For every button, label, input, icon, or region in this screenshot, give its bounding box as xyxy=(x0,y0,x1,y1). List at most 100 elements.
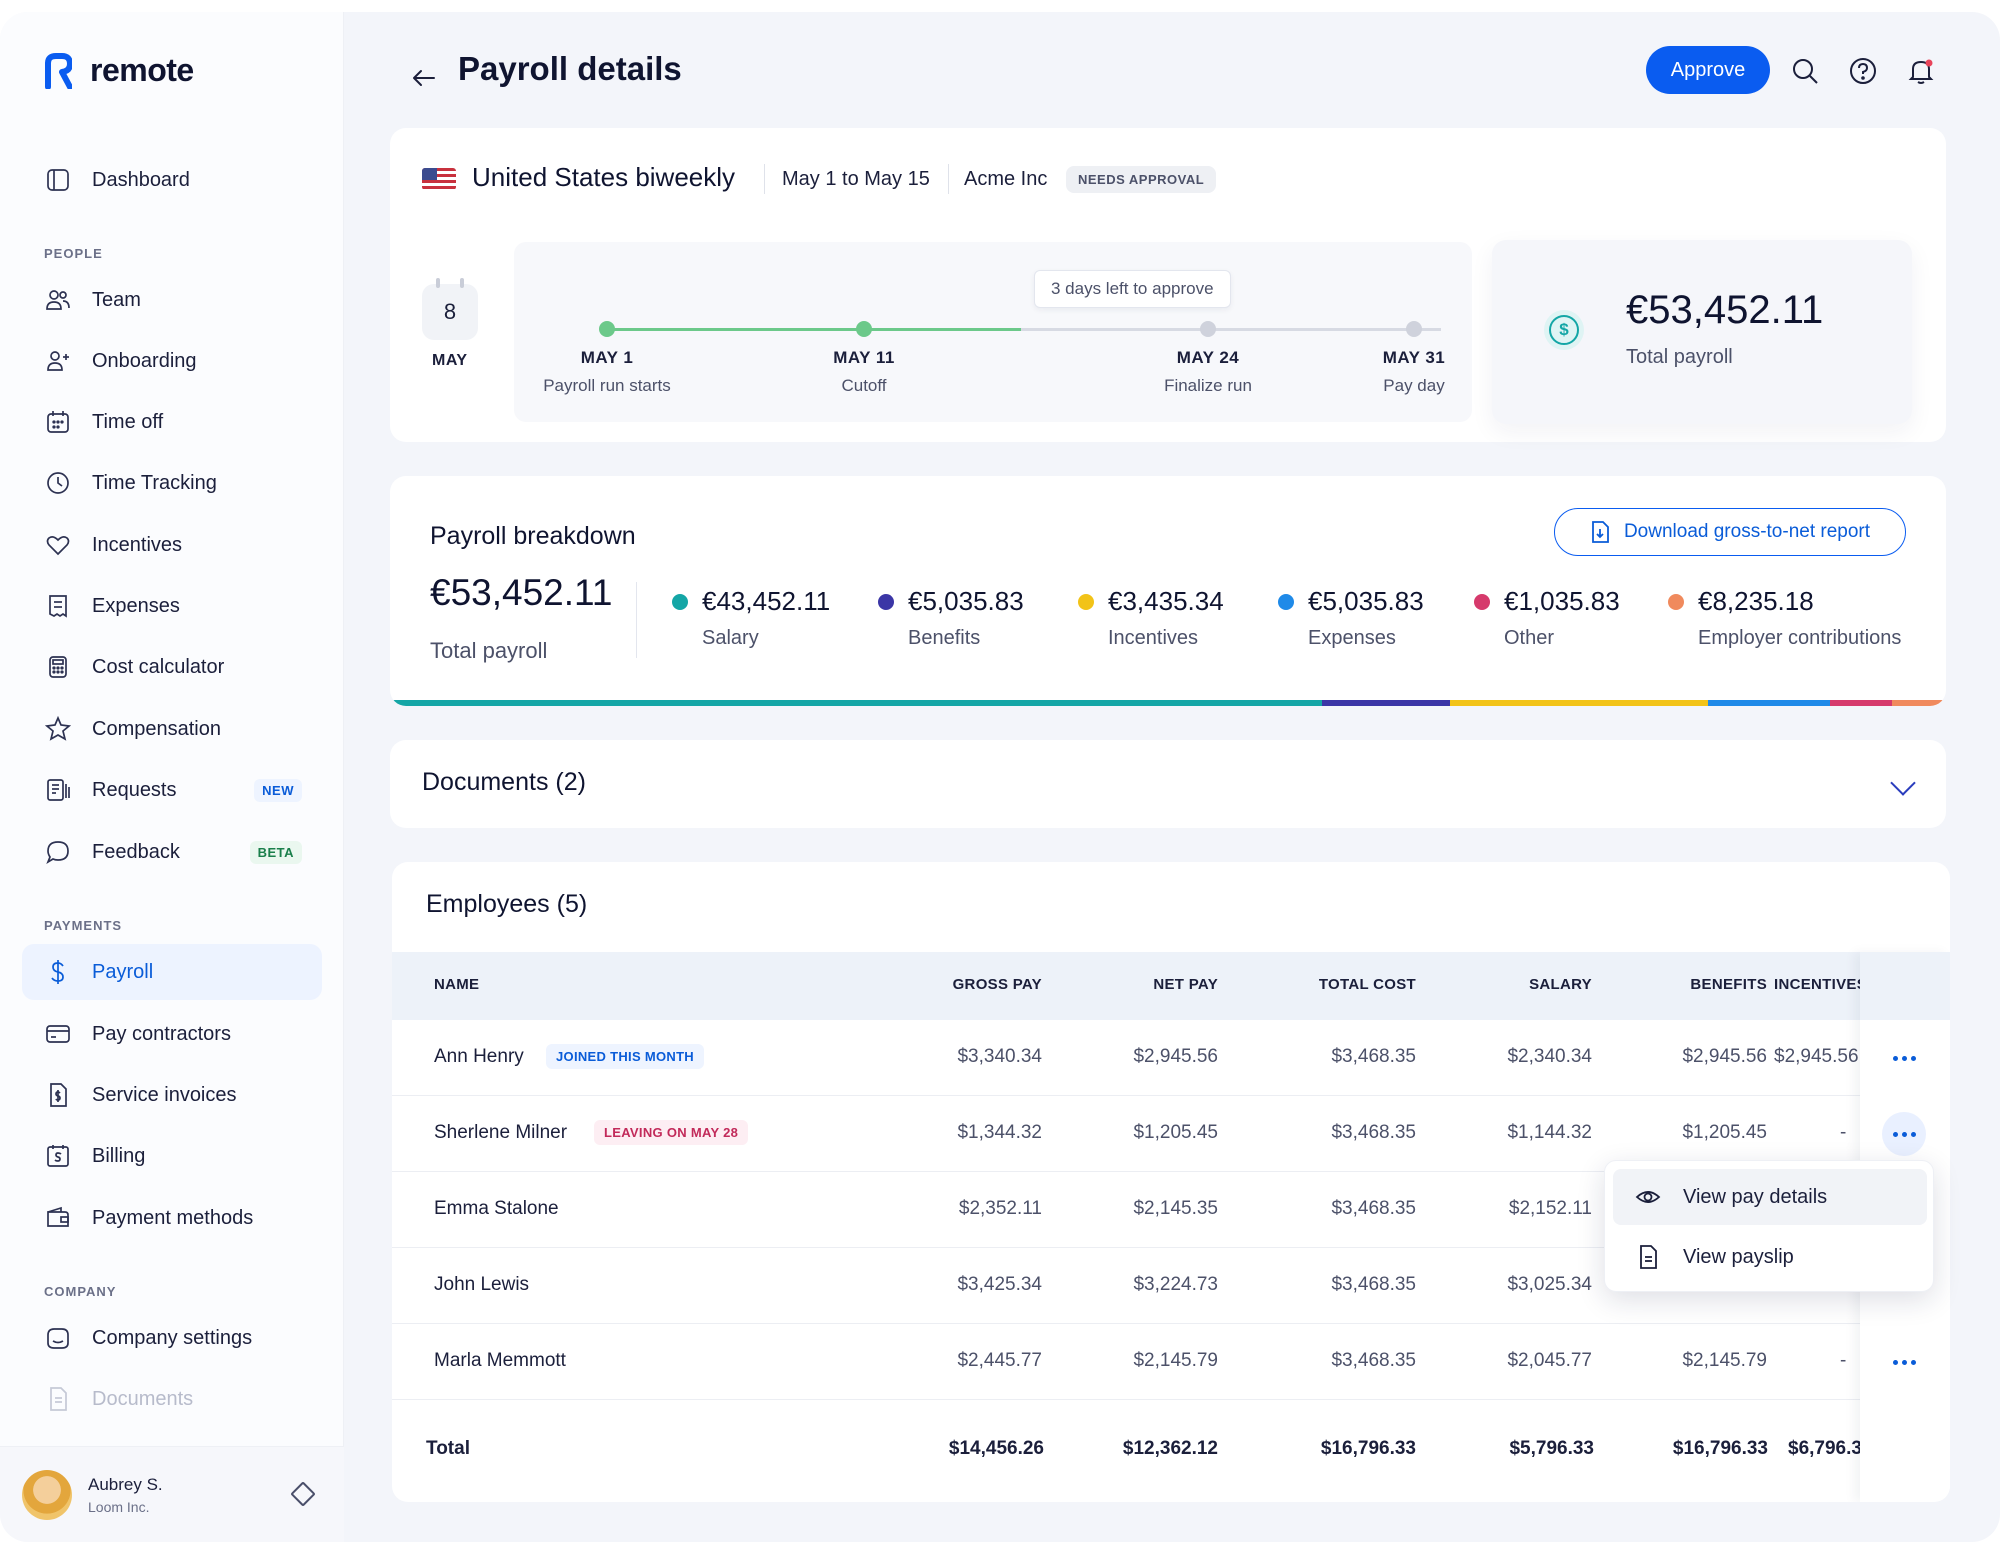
sidebar-item-compensation[interactable]: Compensation xyxy=(22,701,322,757)
milestone-label: MAY 31 Pay day xyxy=(1314,348,1514,396)
column-benefits[interactable]: BENEFITS xyxy=(1690,976,1767,993)
table-row[interactable]: Emma Stalone $2,352.11 $2,145.35 $3,468.… xyxy=(392,1172,1950,1248)
sidebar-item-pay-contractors[interactable]: Pay contractors xyxy=(22,1006,322,1062)
breakdown-item-expenses: €5,035.83 Expenses xyxy=(1278,586,1424,650)
sidebar-item-time-tracking[interactable]: Time Tracking xyxy=(22,455,322,511)
sidebar-item-company-settings[interactable]: Company settings xyxy=(22,1310,322,1366)
sidebar-item-payment-methods[interactable]: Payment methods xyxy=(22,1190,322,1246)
total-net-pay: $12,362.12 xyxy=(1122,1438,1218,1459)
column-total-cost[interactable]: TOTAL COST xyxy=(1318,976,1416,993)
section-people: PEOPLE xyxy=(44,246,103,261)
employee-name[interactable]: Marla Memmott xyxy=(434,1350,566,1371)
sidebar-item-team[interactable]: Team xyxy=(22,272,322,328)
total-gross-pay: $14,456.26 xyxy=(948,1438,1044,1459)
table-row[interactable]: Sherlene Milner LEAVING ON MAY 28 $1,344… xyxy=(392,1096,1950,1172)
menu-item-view-payslip[interactable]: View payslip xyxy=(1613,1229,1927,1285)
milestone-label: MAY 11 Cutoff xyxy=(764,348,964,396)
sidebar-item-expenses[interactable]: Expenses xyxy=(22,578,322,634)
documents-accordion[interactable]: Documents (2) xyxy=(390,740,1946,828)
breakdown-item-incentives: €3,435.34 Incentives xyxy=(1078,586,1224,650)
net-pay: $3,224.73 xyxy=(1133,1274,1218,1295)
sidebar-item-feedback[interactable]: Feedback BETA xyxy=(22,824,322,880)
divider xyxy=(764,164,765,194)
breakdown-bar xyxy=(390,700,1946,706)
menu-item-label: View payslip xyxy=(1683,1245,1794,1268)
breakdown-item-other: €1,035.83 Other xyxy=(1474,586,1620,650)
column-incentives[interactable]: INCENTIVES xyxy=(1774,976,1868,993)
employee-name[interactable]: Sherlene Milner xyxy=(434,1122,568,1143)
milestone-dot xyxy=(1200,321,1216,337)
net-pay: $1,205.45 xyxy=(1133,1122,1218,1143)
table-row[interactable]: Ann Henry JOINED THIS MONTH $3,340.34 $2… xyxy=(392,1020,1950,1096)
legend-dot xyxy=(878,593,894,610)
help-icon[interactable] xyxy=(1848,56,1878,86)
company-name: Acme Inc xyxy=(964,168,1048,190)
sidebar-item-label: Documents xyxy=(92,1387,194,1410)
sidebar-item-label: Time Tracking xyxy=(92,471,217,494)
sidebar-item-documents[interactable]: Documents xyxy=(22,1371,322,1427)
sidebar-item-dashboard[interactable]: Dashboard xyxy=(22,152,322,208)
sidebar-item-time-off[interactable]: Time off xyxy=(22,394,322,450)
chat-icon xyxy=(44,838,72,866)
sidebar-item-label: Company settings xyxy=(92,1326,253,1349)
employee-name[interactable]: Ann Henry xyxy=(434,1046,524,1067)
notification-bell-icon[interactable] xyxy=(1906,56,1936,86)
employee-name[interactable]: Emma Stalone xyxy=(434,1198,559,1219)
bar-segment-benefits xyxy=(1322,700,1450,706)
user-profile[interactable]: Aubrey S. Loom Inc. xyxy=(0,1446,344,1542)
column-salary[interactable]: SALARY xyxy=(1529,976,1592,993)
milestone-desc: Payroll run starts xyxy=(543,376,671,395)
approve-button[interactable]: Approve xyxy=(1646,46,1770,94)
column-gross-pay[interactable]: GROSS PAY xyxy=(952,976,1042,993)
column-name[interactable]: NAME xyxy=(434,976,480,993)
sidebar-item-requests[interactable]: Requests NEW xyxy=(22,762,322,818)
switch-account-icon[interactable] xyxy=(290,1481,316,1507)
milestone-date: MAY 1 xyxy=(580,348,634,367)
legend-dot xyxy=(1668,593,1684,610)
benefits: $1,205.45 xyxy=(1682,1122,1767,1143)
milestone-desc: Finalize run xyxy=(1164,376,1252,395)
gross-pay: $2,445.77 xyxy=(957,1350,1042,1371)
menu-item-view-pay-details[interactable]: View pay details xyxy=(1613,1169,1927,1225)
sidebar-item-billing[interactable]: Billing xyxy=(22,1128,322,1184)
user-name: Aubrey S. xyxy=(88,1474,163,1494)
total-payroll-amount: €53,452.11 xyxy=(1626,288,1824,332)
back-arrow-icon[interactable] xyxy=(410,68,436,88)
today-calendar: 8 xyxy=(422,278,478,340)
sidebar-item-payroll[interactable]: Payroll xyxy=(22,944,322,1000)
user-org: Loom Inc. xyxy=(88,1498,150,1515)
salary: $2,152.11 xyxy=(1508,1198,1592,1219)
actions-header xyxy=(1860,952,1950,1020)
today-day: 8 xyxy=(443,299,457,324)
wallet-icon xyxy=(44,1204,72,1232)
star-icon xyxy=(44,715,72,743)
clock-icon xyxy=(44,469,72,497)
sidebar-item-label: Service invoices xyxy=(92,1083,237,1106)
receipt-icon xyxy=(44,592,72,620)
sidebar-item-incentives[interactable]: Incentives xyxy=(22,517,322,573)
row-actions-button[interactable] xyxy=(1882,1340,1926,1384)
logo[interactable]: remote xyxy=(44,52,194,89)
total-benefits: $16,796.33 xyxy=(1672,1438,1768,1459)
sidebar-item-onboarding[interactable]: Onboarding xyxy=(22,333,322,389)
row-actions-button[interactable] xyxy=(1882,1112,1926,1156)
incentives: $2,945.56 xyxy=(1774,1046,1859,1067)
requests-icon xyxy=(44,776,72,804)
employee-name[interactable]: John Lewis xyxy=(434,1274,530,1295)
table-row[interactable]: Marla Memmott $2,445.77 $2,145.79 $3,468… xyxy=(392,1324,1950,1400)
search-icon[interactable] xyxy=(1790,56,1820,86)
gross-pay: $3,340.34 xyxy=(957,1046,1042,1067)
row-actions-button[interactable] xyxy=(1882,1036,1926,1080)
sidebar-item-cost-calculator[interactable]: Cost calculator xyxy=(22,639,322,695)
table-row[interactable]: John Lewis $3,425.34 $3,224.73 $3,468.35… xyxy=(392,1248,1950,1324)
salary: $3,025.34 xyxy=(1507,1274,1592,1295)
sidebar-item-service-invoices[interactable]: Service invoices xyxy=(22,1067,322,1123)
column-net-pay[interactable]: NET PAY xyxy=(1153,976,1218,993)
chevron-down-icon[interactable] xyxy=(1890,770,1916,796)
net-pay: $2,945.56 xyxy=(1133,1046,1218,1067)
bar-segment-expenses xyxy=(1708,700,1830,706)
legend-dot xyxy=(672,593,688,610)
total-cost: $3,468.35 xyxy=(1331,1122,1416,1143)
download-report-button[interactable]: Download gross-to-net report xyxy=(1554,508,1906,556)
milestone-dot xyxy=(1406,321,1422,337)
